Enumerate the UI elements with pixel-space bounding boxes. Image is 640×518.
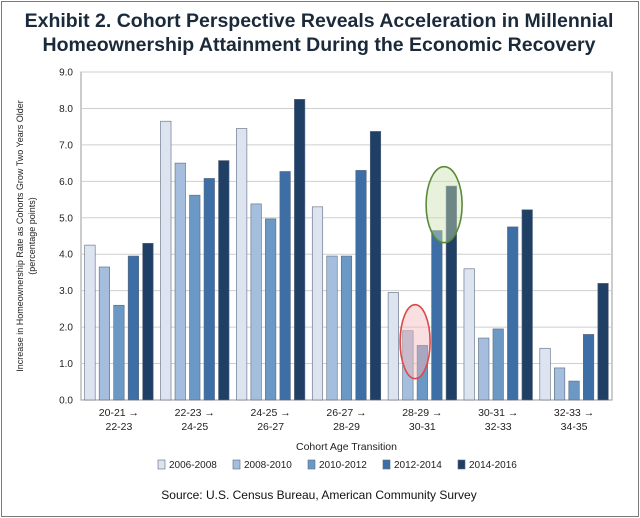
- bar: [326, 255, 338, 401]
- bar: [568, 380, 580, 401]
- bar: [387, 292, 399, 401]
- title-line-2: Homeownership Attainment During the Econ…: [42, 34, 596, 56]
- legend-swatch: [382, 459, 391, 470]
- x-tick-label: 34-35: [561, 421, 588, 433]
- bar: [355, 170, 367, 401]
- x-tick-label: 30-31 →: [478, 407, 518, 419]
- legend-swatch: [157, 459, 166, 470]
- chart-title: Exhibit 2. Cohort Perspective Reveals Ac…: [0, 9, 638, 57]
- legend-label: 2006-2008: [169, 460, 217, 471]
- bar: [402, 330, 414, 401]
- bar: [521, 209, 533, 401]
- x-axis-label: Cohort Age Transition: [296, 441, 397, 453]
- bar: [492, 328, 504, 401]
- title-line-1: Exhibit 2. Cohort Perspective Reveals Ac…: [24, 10, 614, 32]
- bar: [478, 337, 490, 401]
- bar: [127, 255, 139, 401]
- bar: [294, 99, 306, 401]
- y-tick-label: 5.0: [59, 213, 73, 224]
- bar: [236, 128, 248, 401]
- bar: [583, 334, 595, 401]
- x-tick-label: 22-23: [105, 421, 132, 433]
- bar: [98, 266, 110, 401]
- x-tick-label: 32-33 →: [554, 407, 594, 419]
- bar: [113, 304, 125, 401]
- y-tick-label: 4.0: [59, 250, 73, 261]
- y-tick-label: 6.0: [59, 177, 73, 188]
- x-tick-label: 30-31: [409, 421, 436, 433]
- bar: [539, 347, 551, 401]
- x-tick-label: 32-33: [485, 421, 512, 433]
- y-tick-label: 0.0: [59, 396, 73, 407]
- legend-label: 2008-2010: [244, 460, 292, 471]
- x-tick-label: 22-23 →: [175, 407, 215, 419]
- bar: [279, 171, 291, 401]
- y-axis-label: Increase in Homeownership Rate as Cohort…: [15, 100, 25, 371]
- source-note: Source: U.S. Census Bureau, American Com…: [161, 488, 477, 502]
- legend-label: 2010-2012: [319, 460, 367, 471]
- legend-swatch: [232, 459, 241, 470]
- y-tick-label: 9.0: [59, 68, 73, 79]
- legend-swatch: [457, 459, 466, 470]
- x-tick-label: 28-29 →: [402, 407, 442, 419]
- bar: [250, 203, 262, 401]
- bar: [463, 268, 475, 401]
- y-axis-label: (percentage points): [27, 197, 37, 275]
- bar: [445, 185, 457, 401]
- x-tick-label: 24-25 →: [251, 407, 291, 419]
- bar: [416, 345, 428, 401]
- x-tick-label: 24-25: [181, 421, 208, 433]
- y-tick-label: 8.0: [59, 104, 73, 115]
- bar: [203, 178, 215, 401]
- x-tick-label: 20-21 →: [99, 407, 139, 419]
- bar: [160, 120, 172, 401]
- bar: [189, 194, 201, 401]
- bar: [597, 283, 609, 401]
- legend-label: 2014-2016: [469, 460, 517, 471]
- bar: [507, 226, 519, 401]
- bar: [340, 255, 353, 401]
- bar: [311, 206, 324, 401]
- bar: [265, 218, 277, 401]
- y-tick-label: 3.0: [59, 286, 73, 297]
- x-tick-label: 26-27 →: [326, 407, 366, 419]
- bar: [84, 244, 96, 401]
- x-tick-label: 28-29: [333, 421, 360, 433]
- legend-swatch: [307, 459, 316, 470]
- bar: [431, 230, 443, 401]
- bar: [554, 367, 566, 401]
- legend-label: 2012-2014: [394, 460, 442, 471]
- y-tick-label: 7.0: [59, 140, 73, 151]
- bar: [174, 162, 186, 401]
- highlight-ellipse-red: [399, 303, 431, 380]
- y-tick-label: 2.0: [59, 323, 73, 334]
- bar: [218, 160, 230, 401]
- highlight-ellipse-green: [425, 165, 463, 244]
- y-tick-label: 1.0: [59, 359, 73, 370]
- x-tick-label: 26-27: [257, 421, 284, 433]
- bar: [369, 131, 382, 401]
- bar: [142, 242, 154, 401]
